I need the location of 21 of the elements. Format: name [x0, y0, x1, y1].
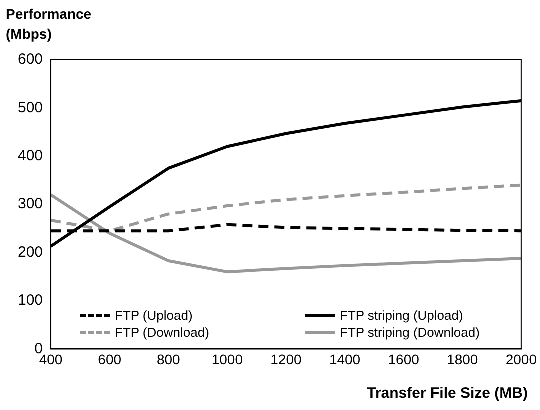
legend-label: FTP (Upload) [115, 308, 193, 323]
x-tick-label: 1800 [447, 351, 478, 368]
legend-label: FTP (Download) [115, 325, 210, 340]
x-tick-label: 1200 [270, 351, 302, 368]
y-tick-label: 0 [34, 340, 44, 358]
y-tick-label: 400 [18, 148, 44, 165]
legend-label: FTP striping (Download) [340, 325, 480, 340]
x-tick-label: 600 [98, 351, 122, 368]
y-tick-label: 100 [18, 292, 44, 310]
x-tick-label: 2000 [506, 351, 538, 368]
y-axis-title: Performance (Mbps) [6, 5, 93, 44]
y-tick-label: 200 [18, 244, 44, 261]
legend-label: FTP striping (Upload) [340, 308, 464, 323]
y-tick-label: 300 [18, 196, 44, 213]
x-tick-label: 1400 [329, 351, 361, 368]
x-axis-title: Transfer File Size (MB) [367, 385, 528, 402]
x-tick-label: 1600 [388, 351, 420, 368]
x-tick-label: 800 [156, 351, 181, 368]
x-tick-label: 1000 [212, 351, 244, 368]
y-tick-label: 500 [18, 99, 44, 116]
y-tick-label: 600 [18, 51, 44, 68]
